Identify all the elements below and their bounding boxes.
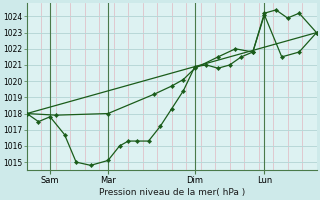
X-axis label: Pression niveau de la mer( hPa ): Pression niveau de la mer( hPa ) — [99, 188, 245, 197]
